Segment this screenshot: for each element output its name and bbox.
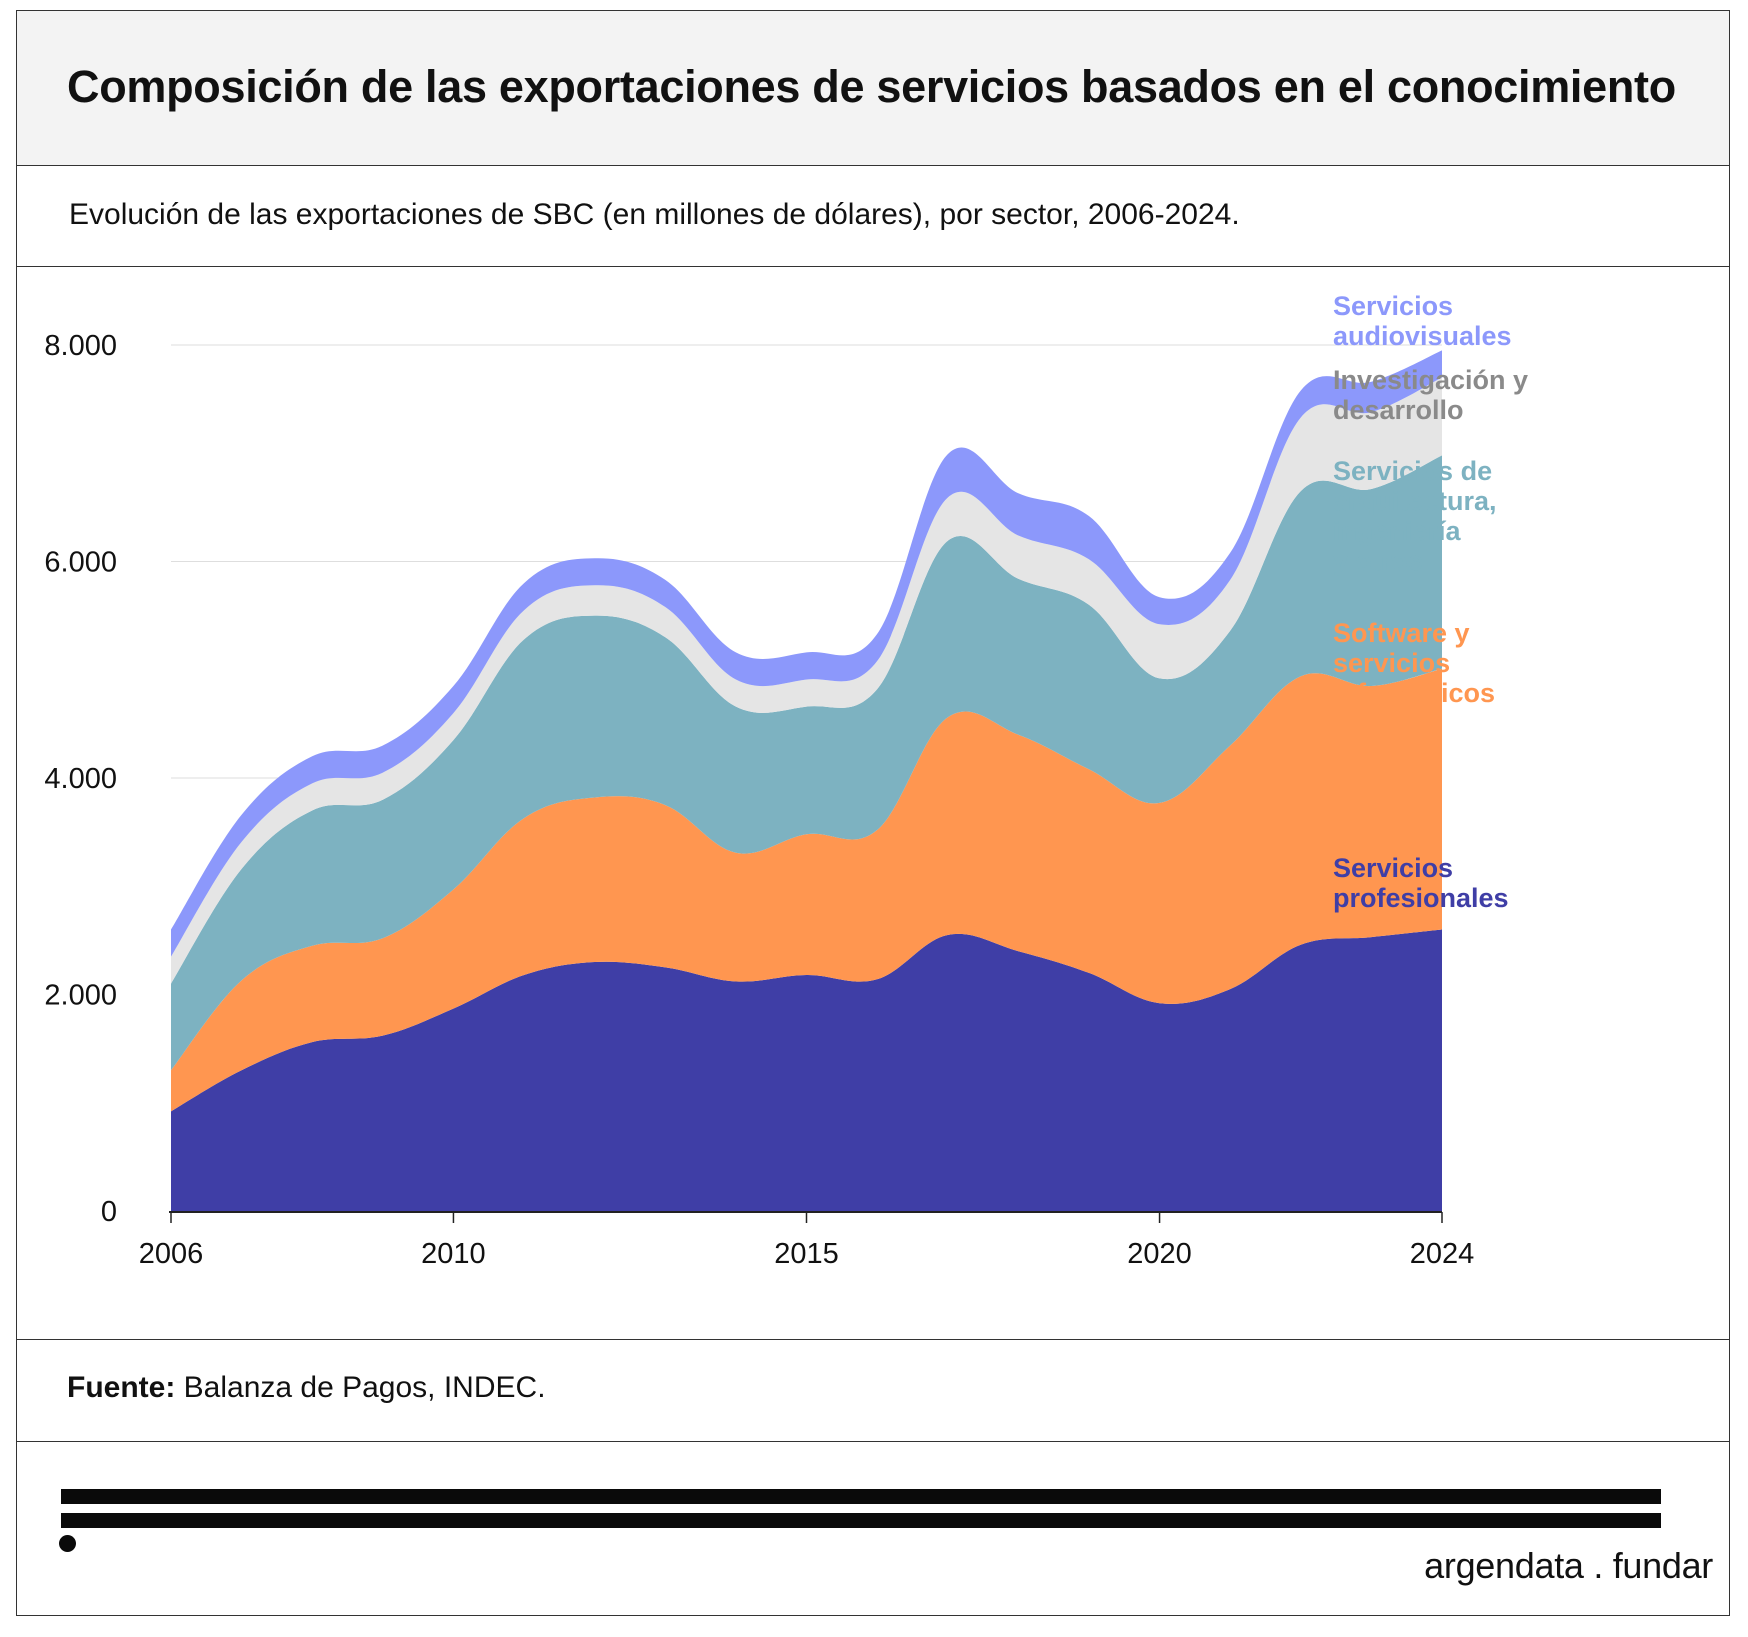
brand-bar-top — [61, 1489, 1661, 1504]
x-tick-label: 2024 — [1410, 1238, 1475, 1270]
legend-label-line: Software y — [1333, 618, 1470, 648]
title-band: Composición de las exportaciones de serv… — [17, 11, 1729, 166]
chart-card: Composición de las exportaciones de serv… — [16, 10, 1730, 1616]
y-tick-label: 4.000 — [44, 763, 117, 795]
legend-label-line: y otros — [1333, 546, 1423, 576]
x-tick-label: 2010 — [421, 1238, 486, 1270]
legend-label-line: arquitectura, — [1333, 486, 1497, 516]
x-tick-label: 2006 — [139, 1238, 204, 1270]
y-tick-label: 6.000 — [44, 547, 117, 579]
divider-footer — [17, 1441, 1729, 1442]
source-note: Fuente: Balanza de Pagos, INDEC. — [67, 1371, 546, 1405]
area-servicios-audiovisuales — [171, 350, 1442, 957]
legend-label-line: audiovisuales — [1333, 321, 1512, 351]
source-label: Fuente: — [67, 1371, 176, 1404]
chart-title: Composición de las exportaciones de serv… — [67, 61, 1676, 112]
divider-top — [17, 266, 1729, 267]
x-tick-label: 2020 — [1127, 1238, 1192, 1270]
legend-label-line: informáticos — [1333, 678, 1495, 708]
stacked-area-chart: 0 2.000 4.000 6.000 8.000 2006 2010 2015 2020 202… — [44, 291, 1528, 1270]
legend-label: Software y servicios informáticos — [1333, 618, 1495, 708]
area-investigacion-y-desarrollo — [171, 377, 1442, 984]
source-text: Balanza de Pagos, INDEC. — [175, 1371, 546, 1404]
brand-bar-bottom — [61, 1513, 1661, 1528]
legend-label-line: servicios — [1333, 648, 1450, 678]
legend-label-line: profesionales — [1333, 883, 1509, 913]
legend-label: Investigación y desarrollo — [1333, 365, 1528, 425]
brand-dot-icon — [59, 1535, 76, 1552]
legend-label-line: ingeniería — [1333, 516, 1462, 546]
area-servicios-profesionales — [171, 929, 1442, 1211]
x-tick-label: 2015 — [774, 1238, 839, 1270]
legend-label: Servicios profesionales — [1333, 853, 1509, 913]
legend-label-line: Servicios de — [1333, 456, 1492, 486]
y-tick-label: 0 — [101, 1196, 117, 1228]
area-software-y-servicios-informaticos — [171, 668, 1442, 1112]
legend-label-line: desarrollo — [1333, 395, 1464, 425]
y-tick-label: 8.000 — [44, 330, 117, 362]
y-tick-label: 2.000 — [44, 980, 117, 1012]
brand-logo: argendata . fundar — [1424, 1545, 1713, 1586]
area-servicios-de-arquitectura-ingenieria-y-otros — [171, 455, 1442, 1071]
legend-label-line: Servicios — [1333, 853, 1453, 883]
chart-subtitle: Evolución de las exportaciones de SBC (e… — [69, 198, 1240, 231]
legend-label-line: Investigación y — [1333, 365, 1528, 395]
legend-label-line: Servicios — [1333, 291, 1453, 321]
divider-source — [17, 1339, 1729, 1340]
legend-label: Servicios de arquitectura, ingeniería y otr… — [1333, 456, 1497, 576]
legend-label: Servicios audiovisuales — [1333, 291, 1512, 351]
chart-area: 0 2.000 4.000 6.000 8.000 2006 2010 2015 2020 202… — [17, 267, 1729, 1352]
